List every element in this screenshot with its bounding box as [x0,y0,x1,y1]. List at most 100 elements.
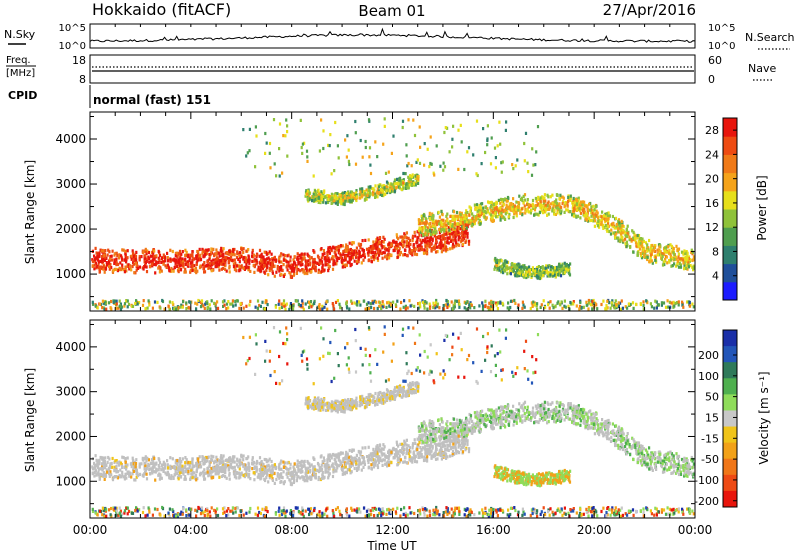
scatter-cell [119,307,123,311]
scatter-cell [548,207,551,211]
scatter-cell [687,265,690,269]
scatter-cell [197,250,200,254]
scatter-cell [184,262,187,266]
power-scatter-cells [91,117,695,311]
scatter-cell [251,259,254,263]
scatter-cell [583,211,586,215]
scatter-cell [564,204,567,208]
scatter-cell [348,465,351,469]
scatter-cell [322,129,325,133]
scatter-cell [227,306,230,310]
scatter-cell [606,224,609,228]
scatter-cell [562,196,565,200]
scatter-cell [490,204,493,208]
scatter-cell [549,202,552,206]
scatter-cell [166,459,169,463]
scatter-cell [451,137,454,141]
scatter-cell [392,300,395,304]
scatter-cell [378,183,381,187]
scatter-cell [153,262,156,266]
scatter-cell [301,268,304,272]
scatter-cell [496,307,499,311]
scatter-cell [299,269,302,273]
scatter-cell [308,303,312,307]
scatter-cell [445,299,448,303]
scatter-cell [292,258,295,262]
scatter-cell [216,306,220,310]
scatter-cell [286,268,289,272]
scatter-cell [482,212,485,216]
scatter-cell [282,274,285,278]
scatter-cell [227,256,230,261]
scatter-cell [153,300,157,304]
scatter-cell [130,268,133,272]
scatter-cell [637,234,641,238]
scatter-cell [135,458,138,462]
scatter-cell [383,245,386,249]
scatter-cell [495,258,498,262]
scatter-cell [366,193,369,198]
scatter-cell [414,234,417,238]
scatter-cell [416,240,419,244]
scatter-cell [426,443,429,447]
scatter-cell [364,238,367,242]
scatter-cell [179,256,182,260]
scatter-cell [558,197,561,201]
scatter-cell [157,261,160,265]
scatter-cell [227,260,231,264]
scatter-cell [153,249,156,253]
scatter-cell [396,177,399,181]
scatter-cell [108,257,112,261]
scatter-cell [553,273,556,277]
scatter-cell [225,463,228,467]
scatter-cell [268,476,271,480]
scatter-cell [228,270,231,274]
scatter-cell [589,303,592,307]
scatter-cell [293,479,296,483]
title-right: 27/Apr/2016 [603,1,696,19]
scatter-cell [505,260,509,264]
scatter-cell [103,253,106,257]
scatter-cell [632,250,635,254]
scatter-cell [407,183,410,187]
scatter-cell [275,174,278,178]
scatter-cell [398,178,401,182]
scatter-cell [339,306,342,310]
scatter-cell [500,170,503,174]
scatter-cell [194,301,197,305]
scatter-cell [536,302,539,306]
scatter-cell [231,258,234,262]
scatter-cell [426,240,429,244]
scatter-cell [547,200,550,204]
scatter-cell [485,211,488,215]
scatter-cell [292,307,295,311]
scatter-cell [407,186,410,190]
scatter-cell [271,271,274,275]
scatter-cell [432,232,435,236]
scatter-cell [494,166,497,170]
scatter-cell [425,228,428,232]
scatter-cell [382,142,385,146]
scatter-cell [360,189,363,193]
scatter-cell [583,214,586,218]
scatter-cell [442,247,445,251]
scatter-cell [512,197,515,201]
colorbar-tick-label: 20 [705,173,719,186]
scatter-cell [476,203,479,207]
scatter-cell [388,304,391,308]
scatter-cell [411,460,414,464]
scatter-cell [210,247,213,251]
scatter-cell [569,262,572,266]
scatter-cell [336,144,339,148]
scatter-cell [359,192,363,196]
scatter-cell [442,168,445,172]
scatter-cell [399,250,402,255]
scatter-cell [91,465,94,469]
scatter-cell [276,267,279,271]
scatter-cell [134,257,137,262]
scatter-cell [207,266,211,270]
scatter-cell [324,263,327,267]
scatter-cell [103,270,106,274]
scatter-cell [97,467,100,471]
scatter-cell [556,193,559,197]
